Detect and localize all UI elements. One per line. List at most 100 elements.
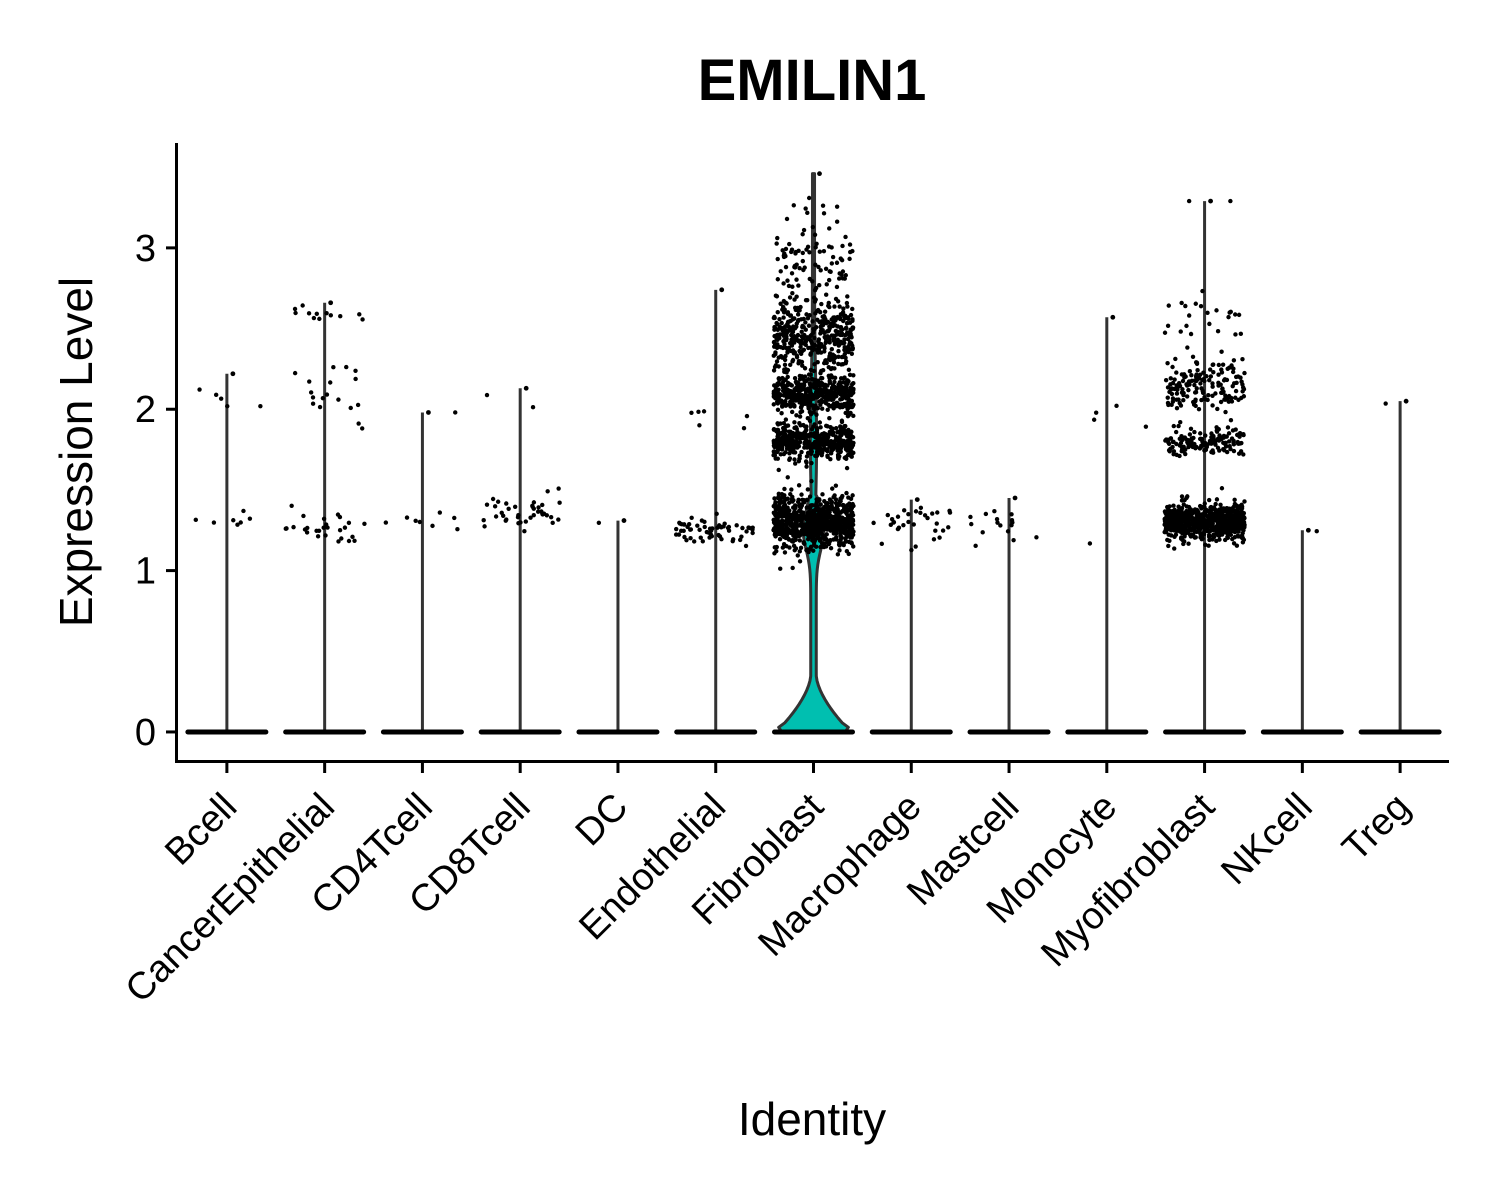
data-point <box>786 382 791 387</box>
data-point <box>840 269 846 274</box>
data-point <box>803 297 809 303</box>
data-point <box>1162 509 1168 514</box>
data-point <box>719 525 724 530</box>
data-point <box>843 355 848 361</box>
data-point <box>824 423 829 429</box>
data-point <box>317 404 323 410</box>
data-point <box>829 333 834 338</box>
data-point <box>820 203 826 208</box>
data-point <box>780 519 785 524</box>
data-point <box>346 538 352 544</box>
data-point <box>784 370 789 375</box>
data-point <box>710 526 715 531</box>
points-fibroblast <box>771 171 856 571</box>
data-point <box>213 392 219 398</box>
data-point <box>831 402 836 407</box>
data-point <box>783 497 789 502</box>
data-point <box>1228 532 1234 538</box>
data-point <box>850 493 855 498</box>
data-point <box>798 505 803 510</box>
data-point <box>1226 314 1231 320</box>
data-point <box>1207 537 1212 543</box>
data-point <box>774 544 779 550</box>
data-point <box>835 337 840 343</box>
data-point <box>797 349 803 355</box>
data-point <box>815 507 821 513</box>
data-point <box>1187 521 1193 527</box>
data-point <box>791 334 797 339</box>
data-point <box>784 334 789 339</box>
data-point <box>504 501 509 506</box>
data-point <box>492 504 498 509</box>
data-point <box>790 290 795 296</box>
data-point <box>783 345 788 351</box>
data-point <box>673 532 679 537</box>
data-point <box>739 534 744 539</box>
data-point <box>685 524 690 530</box>
data-point <box>790 327 796 332</box>
data-point <box>311 315 317 321</box>
data-point <box>1202 519 1207 524</box>
data-point <box>772 452 778 458</box>
data-point <box>818 502 823 507</box>
data-point <box>833 483 839 488</box>
data-point <box>1193 390 1199 395</box>
data-point <box>814 241 819 247</box>
data-point <box>815 350 821 355</box>
data-point <box>1206 532 1212 538</box>
data-point <box>824 537 829 542</box>
data-point <box>803 395 808 400</box>
data-point <box>780 248 785 253</box>
data-point <box>802 366 808 371</box>
data-point-max <box>719 287 725 293</box>
data-point <box>772 502 778 508</box>
data-point <box>1182 497 1187 503</box>
data-point <box>790 538 795 543</box>
data-point <box>1209 431 1214 436</box>
data-point <box>798 409 803 415</box>
data-point <box>806 195 812 201</box>
data-point <box>901 508 907 513</box>
data-point <box>812 393 817 399</box>
data-point <box>356 421 361 426</box>
data-point <box>1239 506 1245 511</box>
data-point <box>1197 512 1202 517</box>
data-point <box>506 506 511 512</box>
data-point <box>1219 486 1225 491</box>
data-point <box>839 402 844 407</box>
data-point <box>1219 532 1225 537</box>
x-tick-label-nkcell: NKcell <box>1213 786 1320 893</box>
data-point <box>795 499 801 505</box>
data-point <box>1176 508 1181 514</box>
data-point <box>792 375 798 381</box>
data-point-max <box>817 171 822 177</box>
data-point <box>674 526 679 532</box>
data-point <box>998 523 1003 528</box>
data-point <box>1224 395 1230 401</box>
data-point <box>792 457 797 462</box>
data-point <box>1174 391 1180 396</box>
data-point <box>453 410 458 415</box>
data-point <box>845 381 850 386</box>
data-point <box>826 364 831 370</box>
data-point <box>947 508 952 513</box>
data-point <box>518 520 523 525</box>
data-point <box>785 436 790 441</box>
data-point <box>1226 399 1232 404</box>
data-point <box>842 530 847 536</box>
data-point <box>338 314 343 319</box>
data-point <box>1188 426 1194 431</box>
data-point <box>839 272 844 278</box>
data-point <box>793 461 798 466</box>
data-point <box>846 551 851 557</box>
data-point <box>1214 429 1220 434</box>
data-point <box>596 520 602 526</box>
data-point <box>794 277 799 282</box>
data-point-max <box>523 385 529 391</box>
data-point <box>1226 431 1232 436</box>
data-point <box>1208 374 1214 379</box>
data-point <box>1211 362 1216 367</box>
data-point <box>1186 387 1191 393</box>
data-point <box>1185 382 1190 387</box>
data-point <box>789 271 795 276</box>
